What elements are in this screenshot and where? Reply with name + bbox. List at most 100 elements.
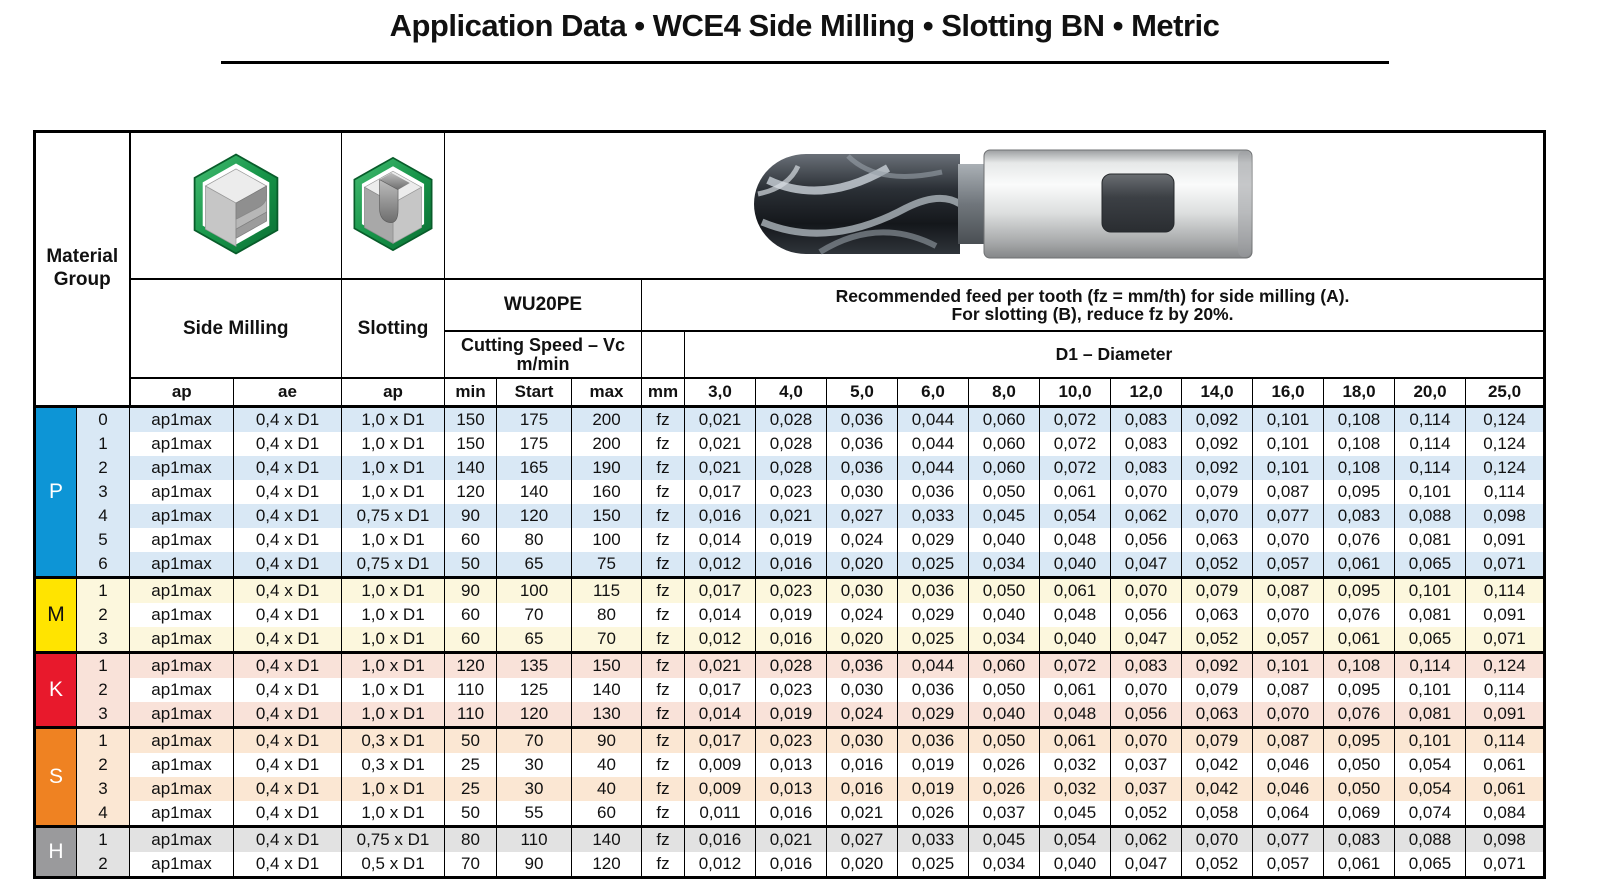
cell-fz-d5,0: 0,024 bbox=[826, 528, 898, 552]
cell-slot-ap: 1,0 x D1 bbox=[341, 480, 445, 504]
cell-fz-d14,0: 0,063 bbox=[1181, 702, 1253, 728]
cell-fz-d6,0: 0,044 bbox=[897, 405, 969, 432]
feed-note-line1: Recommended feed per tooth (fz = mm/th) … bbox=[835, 285, 1350, 306]
cell-fz-d3,0: 0,014 bbox=[684, 528, 756, 552]
cell-vc-min: 60 bbox=[444, 603, 497, 627]
cell-fz-d16,0: 0,070 bbox=[1252, 528, 1324, 552]
cell-fz-d25,0: 0,071 bbox=[1465, 552, 1545, 578]
cell-fz-d4,0: 0,021 bbox=[755, 825, 827, 852]
cell-fz-d16,0: 0,087 bbox=[1252, 726, 1324, 753]
cell-fz-d12,0: 0,052 bbox=[1110, 801, 1182, 827]
cell-fz-d5,0: 0,030 bbox=[826, 726, 898, 753]
cell-subgroup: 1 bbox=[76, 726, 130, 753]
material-group-letter-M: M bbox=[34, 576, 77, 653]
cell-fz-d4,0: 0,019 bbox=[755, 702, 827, 728]
cell-unit: fz bbox=[641, 777, 685, 801]
col-dia-10: 10,0 bbox=[1039, 377, 1111, 408]
cell-fz-d20,0: 0,088 bbox=[1394, 504, 1466, 528]
cell-fz-d6,0: 0,019 bbox=[897, 777, 969, 801]
cell-fz-d10,0: 0,072 bbox=[1039, 432, 1111, 456]
cell-subgroup: 2 bbox=[76, 603, 130, 627]
cell-slot-ap: 0,3 x D1 bbox=[341, 726, 445, 753]
cell-slot-ap: 1,0 x D1 bbox=[341, 528, 445, 552]
cell-slot-ap: 1,0 x D1 bbox=[341, 777, 445, 801]
cell-fz-d6,0: 0,033 bbox=[897, 825, 969, 852]
cell-vc-min: 80 bbox=[444, 825, 497, 852]
cell-side-ap: ap1max bbox=[129, 432, 234, 456]
cell-vc-min: 110 bbox=[444, 678, 497, 702]
cell-vc-start: 175 bbox=[496, 432, 572, 456]
cell-fz-d5,0: 0,024 bbox=[826, 603, 898, 627]
cell-fz-d25,0: 0,084 bbox=[1465, 801, 1545, 827]
cell-side-ae: 0,4 x D1 bbox=[233, 678, 342, 702]
cell-fz-d12,0: 0,070 bbox=[1110, 480, 1182, 504]
cell-fz-d8,0: 0,045 bbox=[968, 504, 1040, 528]
col-dia-8: 8,0 bbox=[968, 377, 1040, 408]
col-slot-ap: ap bbox=[341, 377, 445, 408]
cell-fz-d10,0: 0,032 bbox=[1039, 753, 1111, 777]
cell-fz-d10,0: 0,061 bbox=[1039, 480, 1111, 504]
col-dia-4: 4,0 bbox=[755, 377, 827, 408]
cell-fz-d8,0: 0,040 bbox=[968, 528, 1040, 552]
cell-fz-d10,0: 0,072 bbox=[1039, 456, 1111, 480]
cell-slot-ap: 1,0 x D1 bbox=[341, 678, 445, 702]
cell-fz-d18,0: 0,108 bbox=[1323, 405, 1395, 432]
cell-fz-d3,0: 0,016 bbox=[684, 504, 756, 528]
cell-fz-d4,0: 0,019 bbox=[755, 603, 827, 627]
side-milling-label: Side Milling bbox=[129, 278, 342, 379]
cell-fz-d14,0: 0,052 bbox=[1181, 627, 1253, 653]
cell-fz-d14,0: 0,079 bbox=[1181, 480, 1253, 504]
cell-fz-d10,0: 0,040 bbox=[1039, 552, 1111, 578]
cell-fz-d3,0: 0,009 bbox=[684, 753, 756, 777]
cell-vc-start: 165 bbox=[496, 456, 572, 480]
cell-vc-min: 120 bbox=[444, 480, 497, 504]
cell-fz-d20,0: 0,054 bbox=[1394, 777, 1466, 801]
cell-fz-d20,0: 0,101 bbox=[1394, 480, 1466, 504]
table-row-H-1: H 1 ap1max 0,4 x D1 0,75 x D1 80 110 140 fz 0,016… bbox=[34, 825, 1545, 878]
cell-fz-d20,0: 0,054 bbox=[1394, 753, 1466, 777]
cell-fz-d6,0: 0,033 bbox=[897, 504, 969, 528]
cell-vc-start: 120 bbox=[496, 504, 572, 528]
cell-fz-d12,0: 0,037 bbox=[1110, 753, 1182, 777]
cell-fz-d6,0: 0,029 bbox=[897, 702, 969, 728]
cell-side-ae: 0,4 x D1 bbox=[233, 432, 342, 456]
cell-fz-d25,0: 0,114 bbox=[1465, 480, 1545, 504]
cell-fz-d20,0: 0,114 bbox=[1394, 456, 1466, 480]
cell-fz-d14,0: 0,063 bbox=[1181, 528, 1253, 552]
cell-fz-d4,0: 0,028 bbox=[755, 651, 827, 678]
cell-fz-d20,0: 0,114 bbox=[1394, 405, 1466, 432]
cell-fz-d16,0: 0,087 bbox=[1252, 678, 1324, 702]
col-vc-min: min bbox=[444, 377, 497, 408]
cell-fz-d18,0: 0,108 bbox=[1323, 432, 1395, 456]
cell-fz-d3,0: 0,017 bbox=[684, 678, 756, 702]
cell-side-ae: 0,4 x D1 bbox=[233, 480, 342, 504]
cell-fz-d14,0: 0,052 bbox=[1181, 552, 1253, 578]
cell-fz-d20,0: 0,088 bbox=[1394, 825, 1466, 852]
cell-fz-d10,0: 0,072 bbox=[1039, 651, 1111, 678]
cell-fz-d3,0: 0,021 bbox=[684, 651, 756, 678]
cell-side-ae: 0,4 x D1 bbox=[233, 405, 342, 432]
cell-fz-d25,0: 0,124 bbox=[1465, 456, 1545, 480]
cell-fz-d5,0: 0,020 bbox=[826, 627, 898, 653]
cell-side-ap: ap1max bbox=[129, 801, 234, 827]
cell-fz-d4,0: 0,023 bbox=[755, 480, 827, 504]
cell-side-ae: 0,4 x D1 bbox=[233, 504, 342, 528]
cell-side-ap: ap1max bbox=[129, 528, 234, 552]
material-group-label-line2: Group bbox=[53, 269, 111, 290]
cell-side-ae: 0,4 x D1 bbox=[233, 576, 342, 603]
cell-slot-ap: 1,0 x D1 bbox=[341, 576, 445, 603]
cell-vc-start: 120 bbox=[496, 702, 572, 728]
cell-fz-d16,0: 0,046 bbox=[1252, 753, 1324, 777]
material-group-letter-H: H bbox=[34, 825, 77, 878]
cell-fz-d14,0: 0,092 bbox=[1181, 651, 1253, 678]
cell-fz-d10,0: 0,048 bbox=[1039, 702, 1111, 728]
header-icons-row: Material Group bbox=[34, 130, 1545, 408]
cell-fz-d12,0: 0,062 bbox=[1110, 825, 1182, 852]
cell-fz-d3,0: 0,017 bbox=[684, 576, 756, 603]
cell-unit: fz bbox=[641, 825, 685, 852]
cell-vc-max: 150 bbox=[571, 504, 642, 528]
cell-side-ae: 0,4 x D1 bbox=[233, 825, 342, 852]
cell-unit: fz bbox=[641, 651, 685, 678]
cell-slot-ap: 1,0 x D1 bbox=[341, 603, 445, 627]
cell-vc-min: 150 bbox=[444, 432, 497, 456]
